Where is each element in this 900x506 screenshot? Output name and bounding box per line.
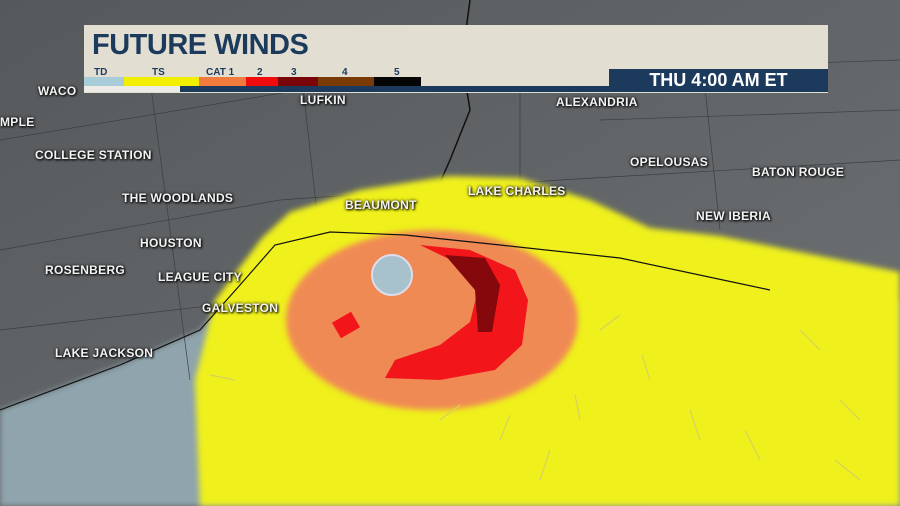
legend-label-cat4: 4 [342, 67, 348, 78]
legend-swatch-cat5 [374, 77, 421, 86]
city-label: ROSENBERG [45, 263, 126, 277]
legend-label-ts: TS [152, 67, 165, 78]
city-label: NEW IBERIA [696, 209, 771, 223]
legend-swatch-cat1 [199, 77, 246, 86]
legend-swatch-td [84, 77, 124, 86]
legend-swatch-cat4 [318, 77, 374, 86]
legend-label-cat5: 5 [394, 67, 400, 78]
wind-arrows [209, 314, 861, 481]
city-label: BATON ROUGE [752, 165, 845, 179]
stripe [180, 86, 828, 92]
city-label: LAKE JACKSON [55, 346, 154, 360]
city-label: WACO [38, 84, 77, 98]
city-label: GALVESTON [202, 301, 279, 315]
forecast-time: THU 4:00 AM ET [609, 69, 828, 92]
legend-label-cat3: 3 [291, 67, 297, 78]
city-label: MPLE [0, 115, 35, 129]
legend-swatch-cat3 [278, 77, 318, 86]
city-label: COLLEGE STATION [35, 148, 152, 162]
city-label: THE WOODLANDS [122, 191, 234, 205]
city-label: HOUSTON [140, 236, 202, 250]
title-panel: FUTURE WINDS TD TS CAT 1 2 3 4 5 THU 4:0… [84, 25, 828, 93]
city-label: BEAUMONT [345, 198, 417, 212]
legend-label-cat1: CAT 1 [206, 67, 235, 78]
city-label: LUFKIN [300, 93, 346, 107]
legend-swatch-ts [124, 77, 199, 86]
graphic-title: FUTURE WINDS [92, 29, 309, 61]
legend-label-cat2: 2 [257, 67, 263, 78]
storm-eye [371, 254, 413, 296]
legend-label-td: TD [94, 67, 108, 78]
legend-swatch-cat2 [246, 77, 278, 86]
city-label: LAKE CHARLES [468, 184, 566, 198]
stripe [84, 86, 180, 92]
city-label: ALEXANDRIA [556, 95, 638, 109]
coastline [0, 231, 771, 411]
cat2-patch [331, 311, 361, 339]
cat1-wind-field [286, 230, 578, 410]
cat3-wind-field [445, 255, 500, 332]
city-label: LEAGUE CITY [158, 270, 242, 284]
city-label: OPELOUSAS [630, 155, 709, 169]
